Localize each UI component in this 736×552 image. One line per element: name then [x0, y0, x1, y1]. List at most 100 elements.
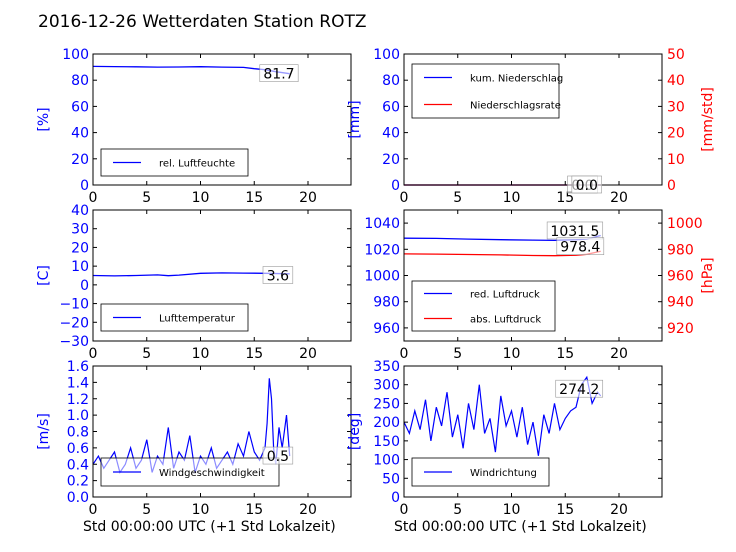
ytick-label: 80 — [382, 73, 400, 89]
ytick-label-right: 960 — [667, 269, 694, 285]
ytick-label: 980 — [373, 295, 400, 311]
ytick-label-right: 980 — [667, 242, 694, 258]
ytick-label: 20 — [382, 152, 400, 168]
ytick-label-right: 20 — [667, 126, 685, 142]
ytick-label: 1020 — [364, 242, 400, 258]
legend-label: red. Luftdruck — [470, 290, 540, 301]
ytick-label: 100 — [62, 47, 89, 63]
ytick-label-right: 50 — [667, 47, 685, 63]
legend-label: Windrichtung — [470, 468, 537, 479]
xtick-label: 20 — [610, 190, 628, 206]
ytick-label-right: 10 — [667, 152, 685, 168]
annotation-box — [259, 64, 299, 82]
ytick-label-right: 1000 — [667, 216, 703, 232]
xtick-label: 10 — [503, 346, 521, 362]
ylabel-temperature: [C] — [36, 265, 52, 286]
xtick-label: 15 — [556, 346, 574, 362]
plot-frame-rain — [403, 53, 663, 186]
plot-frame-direction — [403, 365, 663, 498]
xtick-label: 5 — [453, 346, 462, 362]
annotation-box — [262, 446, 294, 465]
ytick-label: 20 — [71, 240, 89, 256]
xtick-label: 20 — [299, 346, 317, 362]
xtick-label: 0 — [400, 346, 409, 362]
plot-frame-humidity — [92, 53, 352, 186]
ytick-label: 150 — [373, 434, 400, 450]
annotation-box — [555, 379, 604, 398]
ytick-label: 300 — [373, 378, 400, 394]
legend-wind: Windgeschwindigkeit — [100, 457, 280, 487]
ytick-label: 40 — [382, 126, 400, 142]
legend-label: Windgeschwindigkeit — [159, 468, 265, 479]
ytick-label: 1.6 — [67, 359, 89, 375]
ylabel-right-rain: [mm/std] — [700, 87, 716, 152]
ytick-label: 80 — [71, 73, 89, 89]
legend-humidity: rel. Luftfeuchte — [100, 148, 249, 177]
xtick-label: 0 — [400, 502, 409, 518]
xtick-label: 15 — [556, 502, 574, 518]
ytick-label: 200 — [373, 415, 400, 431]
legend-label: abs. Luftdruck — [470, 315, 541, 326]
legend-pressure: red. Luftdruck abs. Luftdruck — [411, 280, 556, 332]
annotation-box — [556, 237, 605, 255]
ytick-label: 60 — [71, 99, 89, 115]
xtick-label: 10 — [503, 190, 521, 206]
ylabel-wind: [m/s] — [36, 413, 52, 450]
panel-temperature: 0 5 10 15 20 −30 −20 −10 0 10 20 30 40 [C] Lufttempera… — [36, 203, 352, 362]
xtick-label: 0 — [89, 190, 98, 206]
xlabel-left: Std 00:00:00 UTC (+1 Std Lokalzeit) — [83, 519, 336, 535]
legend-label: rel. Luftfeuchte — [159, 159, 235, 170]
legend-rain: kum. Niederschlag Niederschlagsrate — [411, 63, 563, 119]
panel-rain: 0 5 10 15 20 0 20 40 60 80 100 0 10 20 30 40 50 [mm] [mm/s… — [347, 47, 716, 206]
xtick-label: 0 — [89, 502, 98, 518]
ytick-label: 0.6 — [67, 441, 89, 457]
annotation-box — [262, 266, 294, 284]
xtick-label: 0 — [400, 190, 409, 206]
annotation-label: 3.6 — [267, 269, 289, 285]
xtick-label: 5 — [142, 346, 151, 362]
panel-pressure: 0 5 10 15 20 960 980 1000 1020 1040 920 940 960 980 10… — [364, 209, 716, 362]
ylabel-direction: [deg] — [347, 413, 363, 450]
annotation-label: 0.5 — [267, 449, 289, 465]
ytick-label: 60 — [382, 99, 400, 115]
xtick-label: 15 — [245, 190, 263, 206]
ytick-label: 100 — [373, 47, 400, 63]
legend-label: Lufttemperatur — [159, 314, 236, 325]
ytick-label: 960 — [373, 321, 400, 337]
ytick-label: 1.0 — [67, 408, 89, 424]
ylabel-rain: [mm] — [347, 100, 363, 138]
ytick-label: 0 — [80, 178, 89, 194]
ytick-label: 1000 — [364, 269, 400, 285]
ytick-label: 0 — [391, 490, 400, 506]
ylabel-humidity: [%] — [36, 107, 52, 131]
xtick-label: 5 — [142, 190, 151, 206]
ylabel-right-pressure: [hPa] — [700, 257, 716, 293]
xtick-label: 10 — [192, 190, 210, 206]
ytick-label: 0 — [80, 278, 89, 294]
ytick-label: 0.2 — [67, 474, 89, 490]
xlabel-right: Std 00:00:00 UTC (+1 Std Lokalzeit) — [394, 519, 647, 535]
xtick-label: 15 — [245, 346, 263, 362]
ytick-label-right: 40 — [667, 73, 685, 89]
annotation-label: 1031.5 — [550, 224, 599, 240]
xtick-label: 20 — [299, 502, 317, 518]
legend-label: Niederschlagsrate — [470, 101, 561, 112]
legend-temperature: Lufttemperatur — [100, 303, 249, 332]
ytick-label: 1.4 — [67, 375, 89, 391]
ytick-label: 0.0 — [67, 490, 89, 506]
panel-humidity: 0 5 10 15 20 0 20 40 60 80 100 [%] rel. Luftfeuchte 8… — [36, 47, 352, 206]
xtick-label: 20 — [610, 502, 628, 518]
panel-wind: 0 5 10 15 20 0.00.20.40.60.81.01.21.41.6 [m/s]… — [36, 359, 352, 518]
xtick-label: 5 — [453, 190, 462, 206]
ytick-label: 1.2 — [67, 392, 89, 408]
ytick-label: −30 — [59, 334, 89, 350]
xtick-label: 0 — [89, 346, 98, 362]
series-line-temperature-0 — [92, 272, 290, 277]
ytick-label: 0.8 — [67, 425, 89, 441]
legend-box — [411, 63, 560, 119]
ytick-label: 1040 — [364, 216, 400, 232]
xtick-label: 20 — [299, 190, 317, 206]
xtick-label: 15 — [556, 190, 574, 206]
ytick-label: −10 — [59, 297, 89, 313]
ytick-label: 0.4 — [67, 457, 89, 473]
